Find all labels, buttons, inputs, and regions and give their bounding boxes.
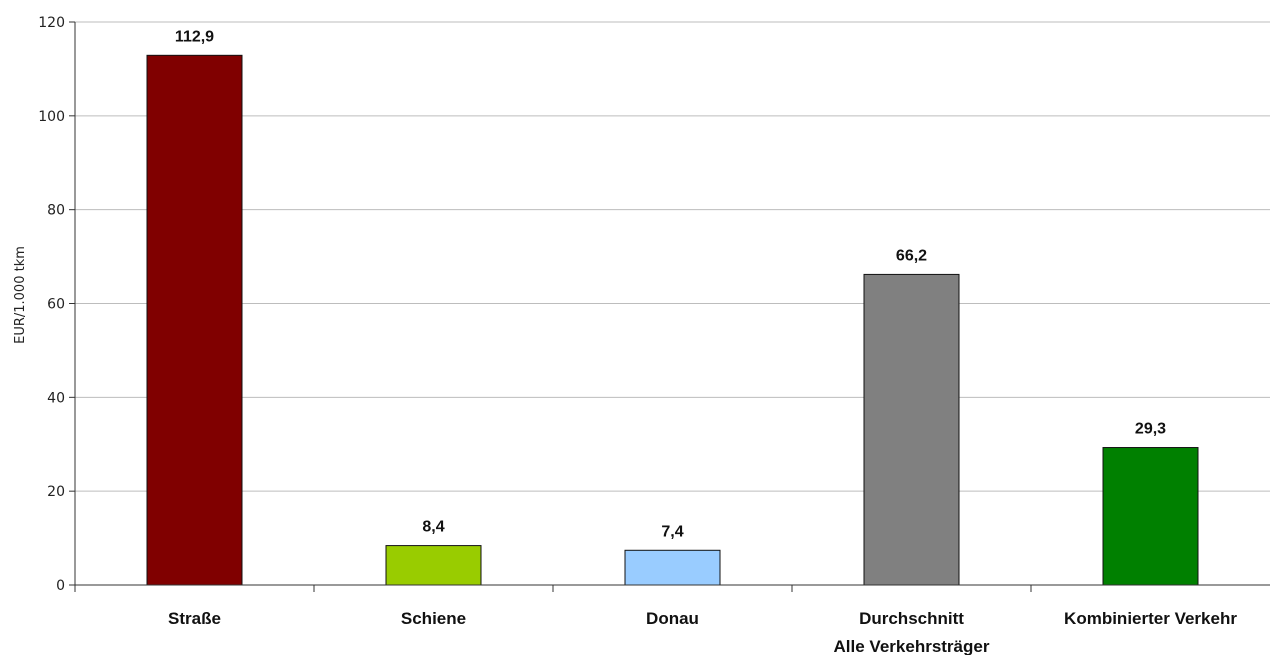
x-tick-label: Durchschnitt Alle Verkehrsträger xyxy=(834,609,990,655)
x-tick-label: Straße xyxy=(168,609,221,628)
gridlines xyxy=(75,21,1270,492)
x-tick-label: Donau xyxy=(646,609,699,628)
bar xyxy=(624,549,721,586)
y-axis-ticks: 0 20 40 60 80 100 120 xyxy=(38,15,75,594)
y-tick-label: 80 xyxy=(47,203,65,219)
bar xyxy=(146,54,243,586)
data-label: 7,4 xyxy=(661,523,683,540)
data-labels: 112,9 8,4 7,4 66,2 29,3 xyxy=(175,28,1166,540)
data-label: 112,9 xyxy=(175,28,214,45)
y-tick-label: 40 xyxy=(47,390,65,406)
y-tick-label: 20 xyxy=(47,484,65,500)
y-tick-label: 120 xyxy=(38,15,65,31)
x-axis-labels: Straße Schiene Donau Durchschnitt Alle Verke… xyxy=(168,609,1237,655)
y-tick-label: 60 xyxy=(47,297,65,313)
bar xyxy=(385,545,482,586)
axes xyxy=(74,22,1270,592)
y-tick-label: 100 xyxy=(38,109,65,125)
bar xyxy=(863,273,960,586)
data-label: 8,4 xyxy=(422,519,444,536)
y-axis-title: EUR/1.000 tkm xyxy=(13,246,28,344)
x-tick-label: Schiene xyxy=(401,609,466,628)
y-tick-label: 0 xyxy=(56,578,65,594)
bars xyxy=(146,54,1199,586)
bar xyxy=(1102,447,1199,586)
data-label: 29,3 xyxy=(1135,421,1166,438)
x-tick-label: Kombinierter Verkehr xyxy=(1064,609,1237,628)
data-label: 66,2 xyxy=(896,247,927,264)
